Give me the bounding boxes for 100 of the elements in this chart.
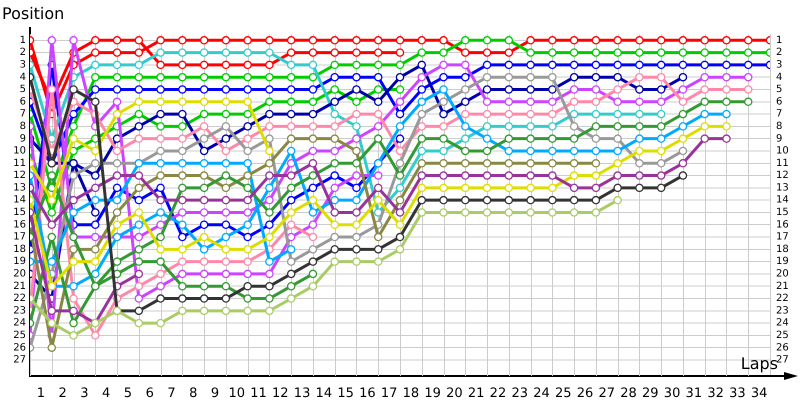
point — [243, 232, 252, 242]
point — [265, 208, 274, 217]
point — [69, 318, 78, 328]
x-tick-label: 5 — [124, 386, 132, 400]
point — [592, 72, 600, 82]
y-tick-label: 14 — [13, 194, 26, 206]
point — [330, 122, 339, 131]
point — [396, 72, 404, 82]
y-tick-label: 10 — [13, 146, 26, 157]
y-axis-title: Position — [2, 4, 64, 24]
point — [396, 60, 404, 70]
point — [570, 159, 578, 168]
point — [222, 48, 230, 57]
point — [91, 270, 100, 278]
point — [722, 110, 731, 118]
point — [548, 110, 557, 118]
point — [200, 232, 208, 242]
point — [722, 60, 731, 70]
point — [265, 282, 274, 290]
point — [526, 208, 535, 217]
point — [526, 85, 535, 94]
point — [222, 245, 230, 254]
point — [482, 72, 492, 82]
point — [504, 36, 514, 45]
point — [134, 270, 144, 278]
point — [396, 245, 404, 254]
point — [592, 146, 600, 156]
point — [482, 98, 492, 106]
point — [200, 110, 208, 118]
point — [656, 171, 666, 180]
point — [418, 60, 426, 70]
point — [222, 208, 230, 217]
point — [178, 245, 187, 254]
point — [352, 122, 361, 131]
point — [635, 184, 644, 192]
point — [526, 98, 535, 106]
point — [548, 208, 557, 217]
point — [48, 208, 56, 217]
point — [352, 134, 361, 143]
point — [48, 257, 56, 266]
point — [482, 48, 492, 57]
point — [613, 85, 622, 94]
point — [439, 110, 448, 118]
point — [722, 48, 731, 57]
point — [461, 208, 470, 217]
point — [222, 122, 230, 131]
point — [112, 98, 122, 106]
point — [352, 196, 361, 204]
y-tick-label: 19 — [13, 256, 26, 268]
point — [222, 72, 230, 82]
x-tick-label: 21 — [468, 386, 484, 400]
point — [570, 85, 578, 94]
point — [134, 294, 144, 303]
point — [308, 270, 318, 278]
point — [308, 208, 318, 217]
point — [178, 134, 187, 143]
point — [374, 85, 382, 94]
point — [48, 343, 56, 352]
point — [330, 220, 339, 229]
point — [396, 48, 404, 57]
point — [656, 36, 666, 45]
point — [286, 60, 296, 70]
point — [112, 85, 122, 94]
point — [200, 171, 208, 180]
y2-tick-label: 7 — [776, 108, 782, 120]
point — [265, 134, 274, 143]
x-tick-label: 22 — [490, 386, 506, 400]
point — [91, 146, 100, 156]
point — [112, 48, 122, 57]
point — [243, 184, 252, 192]
point — [243, 208, 252, 217]
point — [418, 72, 426, 82]
point — [308, 72, 318, 82]
point — [134, 98, 144, 106]
point — [178, 184, 187, 192]
point — [482, 196, 492, 204]
point — [222, 184, 230, 192]
point — [352, 245, 361, 254]
point — [374, 122, 382, 131]
y2-tick-label: 5 — [776, 84, 782, 96]
point — [156, 159, 165, 168]
point — [265, 72, 274, 82]
point — [461, 171, 470, 180]
point — [178, 36, 187, 45]
point — [374, 257, 382, 266]
point — [112, 60, 122, 70]
point — [613, 48, 622, 57]
point — [570, 36, 578, 45]
point — [91, 98, 100, 106]
point — [613, 98, 622, 106]
point — [178, 294, 187, 303]
point — [592, 60, 600, 70]
point — [396, 171, 404, 180]
point — [352, 257, 361, 266]
point — [286, 72, 296, 82]
y-tick-label: 15 — [13, 207, 26, 218]
point — [570, 110, 578, 118]
point — [178, 98, 187, 106]
point — [156, 36, 165, 45]
point — [308, 60, 318, 70]
